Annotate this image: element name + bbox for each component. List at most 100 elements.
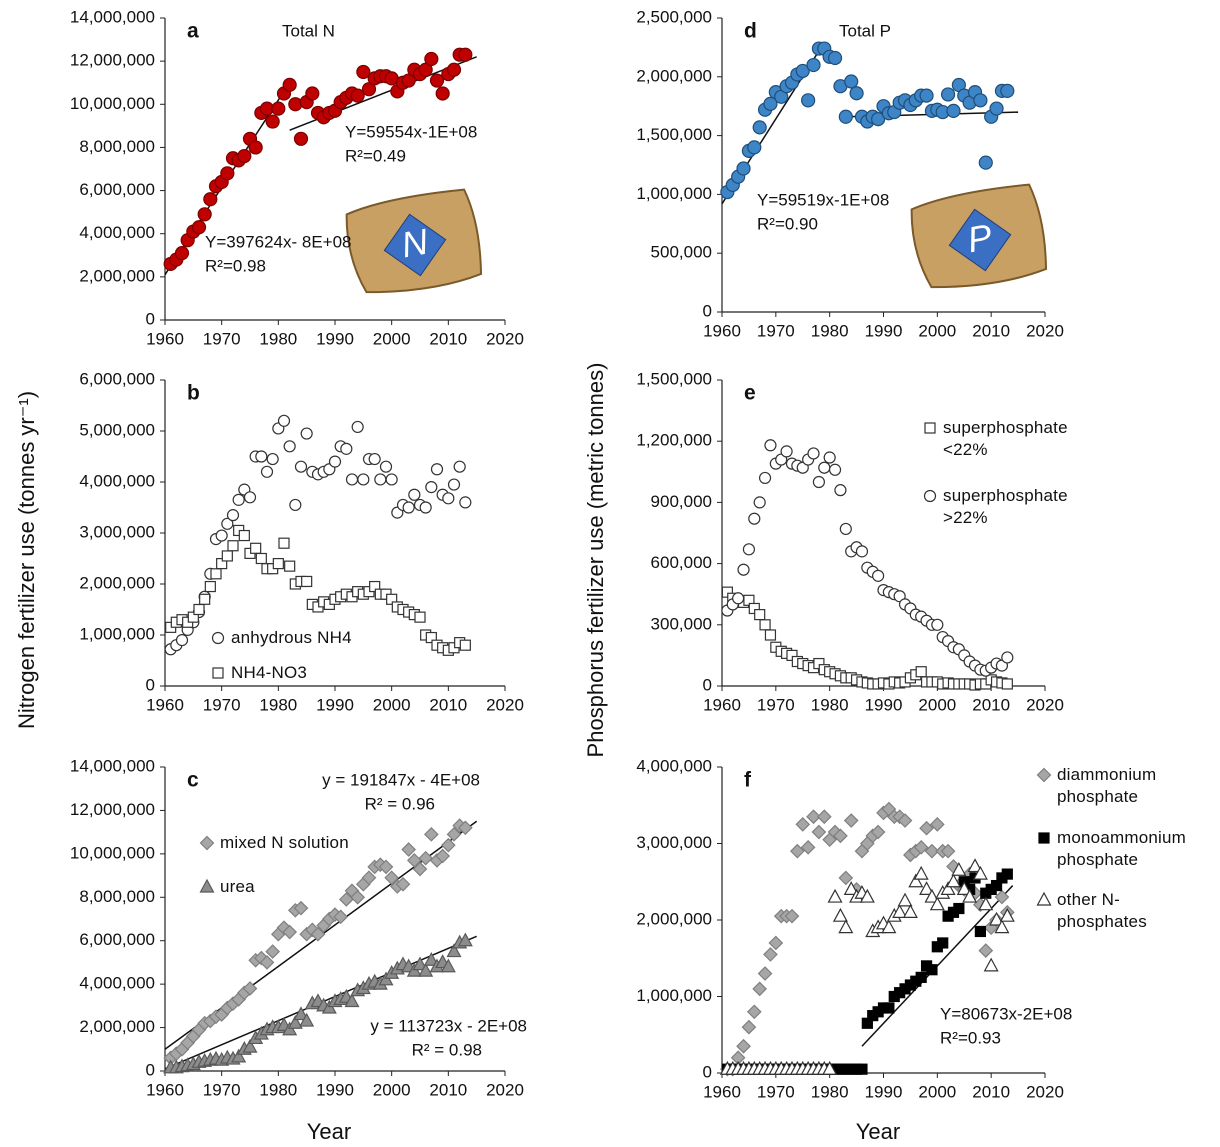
- legend-marker: [211, 631, 225, 645]
- point: [447, 478, 461, 491]
- x-tick-label: 2020: [486, 1080, 524, 1099]
- point: [849, 86, 864, 101]
- y-tick-label: 4,000,000: [79, 974, 155, 993]
- point: [748, 512, 761, 525]
- point: [361, 870, 377, 886]
- point: [429, 73, 445, 88]
- point: [418, 850, 434, 866]
- point: [293, 131, 309, 146]
- annotation: Y=59519x-1E+08: [757, 190, 889, 209]
- point: [754, 608, 766, 621]
- y-tick-label: 600,000: [651, 553, 712, 572]
- annotation: Y=80673x-2E+08: [940, 1004, 1072, 1023]
- point: [913, 865, 929, 880]
- point: [844, 74, 859, 89]
- point: [989, 911, 1005, 926]
- point: [940, 881, 956, 896]
- point: [908, 873, 924, 888]
- x-tick-label: 1980: [811, 321, 849, 340]
- point: [384, 870, 400, 886]
- point: [855, 545, 869, 558]
- panel-label: c: [187, 769, 199, 792]
- y-tick-label: 2,000,000: [79, 573, 155, 592]
- annotation: Y=59554x-1E+08: [345, 122, 477, 141]
- point: [203, 192, 218, 207]
- annotation: Y=397624x- 8E+08: [205, 232, 352, 251]
- y-tick-label: 14,000,000: [70, 756, 155, 775]
- point: [732, 592, 745, 605]
- legend-marker: [199, 835, 215, 851]
- y-tick-label: 1,000,000: [636, 986, 712, 1005]
- point: [816, 809, 832, 825]
- point: [946, 103, 961, 119]
- point: [780, 445, 793, 458]
- point: [978, 943, 994, 958]
- point: [747, 140, 762, 155]
- y-tick-label: 6,000,000: [79, 180, 155, 199]
- point: [289, 498, 302, 512]
- legend-marker: [199, 878, 215, 893]
- point: [250, 542, 262, 554]
- point: [423, 951, 439, 966]
- point: [401, 73, 416, 88]
- point: [973, 93, 988, 108]
- point: [425, 481, 438, 494]
- point: [345, 473, 359, 486]
- panel-title: Total P: [839, 21, 891, 40]
- x-tick-label: 1960: [703, 1082, 741, 1101]
- point: [994, 919, 1010, 934]
- y-tick-label: 0: [703, 675, 712, 694]
- y-tick-label: 2,000,000: [79, 1017, 155, 1036]
- point: [983, 957, 999, 972]
- y-tick-label: 0: [146, 1060, 155, 1079]
- point: [282, 924, 298, 940]
- point: [386, 593, 398, 605]
- annotation: R²=0.93: [940, 1028, 1001, 1047]
- legend-marker: [212, 667, 224, 679]
- point: [962, 888, 978, 903]
- panel-label: f: [744, 769, 752, 792]
- point: [368, 452, 381, 466]
- point: [919, 820, 934, 836]
- y-tick-label: 0: [146, 309, 155, 328]
- point: [999, 907, 1015, 922]
- point: [395, 876, 411, 892]
- point: [310, 926, 326, 942]
- point: [408, 488, 421, 501]
- y-tick-label: 900,000: [651, 492, 712, 511]
- x-tick-label: 2010: [429, 1080, 467, 1099]
- point: [839, 522, 852, 536]
- point: [843, 813, 859, 828]
- y-tick-label: 5,000,000: [79, 420, 155, 439]
- point: [994, 889, 1010, 905]
- y-tick-label: 2,000,000: [79, 266, 155, 285]
- x-tick-label: 1980: [259, 1080, 297, 1099]
- point: [293, 1006, 309, 1021]
- point: [1000, 83, 1015, 99]
- point: [350, 88, 365, 103]
- x-tick-label: 1990: [865, 321, 903, 340]
- point: [913, 839, 929, 855]
- point: [838, 109, 853, 124]
- y-tick-label: 1,500,000: [636, 125, 712, 144]
- y-tick-label: 4,000,000: [636, 756, 712, 775]
- point: [260, 465, 274, 478]
- point: [752, 981, 768, 997]
- point: [742, 543, 756, 556]
- x-tick-label: 1990: [865, 695, 903, 714]
- point: [870, 824, 886, 840]
- point: [812, 475, 826, 489]
- y-tick-label: 12,000,000: [70, 800, 155, 819]
- legend-marker: [923, 489, 937, 503]
- point: [945, 873, 961, 888]
- x-tick-label: 1970: [203, 1080, 241, 1099]
- point: [361, 82, 377, 97]
- point: [369, 580, 381, 593]
- x-tick-label: 1970: [757, 1082, 795, 1101]
- point: [287, 1014, 303, 1029]
- point: [458, 47, 473, 62]
- x-tick-label: 2000: [373, 329, 411, 348]
- point: [265, 114, 280, 129]
- point: [768, 935, 784, 951]
